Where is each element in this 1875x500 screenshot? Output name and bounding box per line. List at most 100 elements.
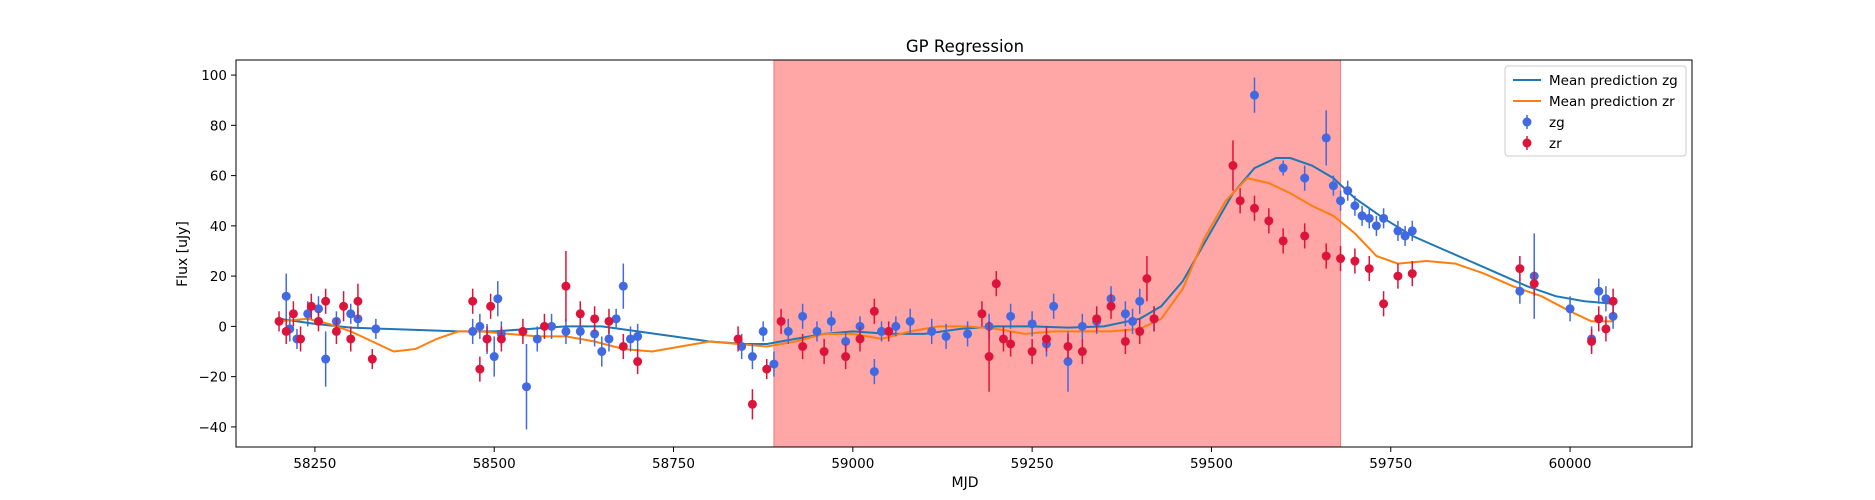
point-zg xyxy=(1608,311,1618,321)
y-tick-label: 80 xyxy=(210,118,227,134)
x-tick-label: 58250 xyxy=(293,456,336,472)
point-zr xyxy=(281,326,291,336)
point-zg xyxy=(1278,163,1288,173)
point-zg xyxy=(281,291,291,301)
x-tick-label: 59250 xyxy=(1011,456,1054,472)
point-zg xyxy=(532,334,542,344)
point-zg xyxy=(1357,211,1367,221)
point-zg xyxy=(905,316,915,326)
legend-label-zg: zg xyxy=(1549,115,1565,131)
point-zr xyxy=(1135,326,1145,336)
point-zr xyxy=(1235,196,1245,206)
legend-label-zr: zr xyxy=(1549,136,1562,152)
point-zr xyxy=(1601,324,1611,334)
point-zg xyxy=(1135,296,1145,306)
y-axis: −40 −20 0 20 40 60 80 100 xyxy=(199,68,236,436)
point-zg xyxy=(1343,186,1353,196)
point-zg xyxy=(468,326,478,336)
point-zr xyxy=(321,296,331,306)
point-zg xyxy=(633,331,643,341)
point-zg xyxy=(927,326,937,336)
point-zr xyxy=(1336,254,1346,264)
point-zr xyxy=(1106,301,1116,311)
point-zr xyxy=(733,334,743,344)
point-zr xyxy=(1529,279,1539,289)
point-zg xyxy=(812,326,822,336)
point-zr xyxy=(1264,216,1274,226)
point-zr xyxy=(1120,336,1130,346)
point-zr xyxy=(1063,341,1073,351)
point-zr xyxy=(496,334,506,344)
point-zr xyxy=(313,316,323,326)
point-zr xyxy=(475,364,485,374)
point-zr xyxy=(306,301,316,311)
point-zr xyxy=(1228,161,1238,171)
point-zg xyxy=(769,359,779,369)
point-zr xyxy=(869,306,879,316)
point-zr xyxy=(1515,264,1525,274)
point-zr xyxy=(1278,236,1288,246)
point-zr xyxy=(855,334,865,344)
point-zr xyxy=(575,309,585,319)
y-axis-label: Flux [uJy] xyxy=(175,221,191,287)
point-zr xyxy=(984,352,994,362)
point-zr xyxy=(1041,334,1051,344)
x-tick-label: 59500 xyxy=(1190,456,1233,472)
point-zg xyxy=(493,294,503,304)
point-zg xyxy=(1336,196,1346,206)
y-tick-label: 100 xyxy=(201,68,227,84)
chart-title: GP Regression xyxy=(906,37,1024,56)
point-zr xyxy=(1321,251,1331,261)
y-tick-label: 40 xyxy=(210,219,227,235)
point-zr xyxy=(798,341,808,351)
point-zr xyxy=(819,347,829,357)
point-zg xyxy=(1594,286,1604,296)
point-zr xyxy=(1379,299,1389,309)
point-zg xyxy=(798,311,808,321)
point-zg xyxy=(877,326,887,336)
x-tick-label: 60000 xyxy=(1549,456,1592,472)
point-zr xyxy=(1006,339,1016,349)
point-zg xyxy=(597,347,607,357)
point-zg xyxy=(346,309,356,319)
point-zr xyxy=(561,281,571,291)
point-zg xyxy=(611,314,621,324)
point-zg xyxy=(869,367,879,377)
point-zg xyxy=(1515,286,1525,296)
point-zg xyxy=(547,321,557,331)
point-zg xyxy=(618,281,628,291)
point-zr xyxy=(486,301,496,311)
point-zg xyxy=(1063,357,1073,367)
x-tick-label: 59000 xyxy=(831,456,874,472)
point-zr xyxy=(747,399,757,409)
point-zg xyxy=(321,354,331,364)
point-zr xyxy=(518,326,528,336)
point-zg xyxy=(941,331,951,341)
y-tick-label: −20 xyxy=(199,370,228,386)
point-zr xyxy=(991,279,1001,289)
point-zr xyxy=(274,316,284,326)
point-zr xyxy=(841,352,851,362)
point-zg xyxy=(1565,304,1575,314)
plot-frame xyxy=(235,59,1693,448)
point-zg xyxy=(1321,133,1331,143)
point-zr xyxy=(1407,269,1417,279)
point-zg xyxy=(1249,90,1259,100)
point-zg xyxy=(826,316,836,326)
point-zr xyxy=(1077,347,1087,357)
point-zg xyxy=(575,326,585,336)
point-zg xyxy=(1601,294,1611,304)
point-zr xyxy=(977,309,987,319)
point-zr xyxy=(353,296,363,306)
point-zg xyxy=(1300,173,1310,183)
point-zr xyxy=(539,321,549,331)
point-zg xyxy=(1407,226,1417,236)
shaded-region xyxy=(773,59,1342,448)
point-zr xyxy=(1350,256,1360,266)
x-tick-label: 58500 xyxy=(473,456,516,472)
point-zr xyxy=(1587,336,1597,346)
point-zg xyxy=(561,326,571,336)
point-zg xyxy=(1393,226,1403,236)
point-zg xyxy=(489,352,499,362)
